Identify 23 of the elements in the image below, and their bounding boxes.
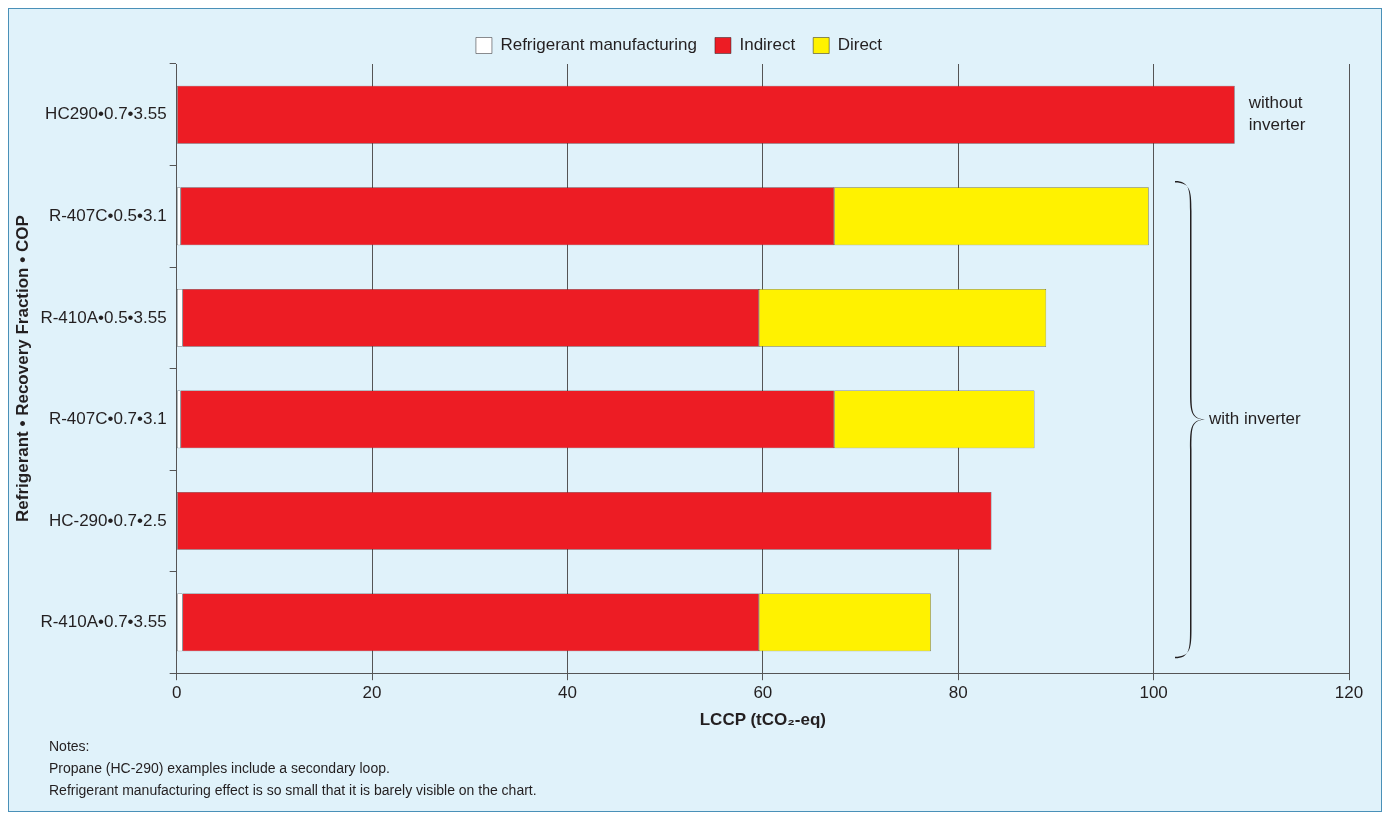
x-tick-label: 0 <box>171 683 182 703</box>
y-tick-label: R-407C•0.7•3.1 <box>48 409 167 429</box>
y-tick-label: R-410A•0.7•3.55 <box>40 612 167 632</box>
x-tick-label: 20 <box>362 683 382 703</box>
x-axis-title: LCCP (tCO₂-eq) <box>699 710 826 730</box>
x-tick-label: 120 <box>1334 683 1364 703</box>
y-tick-label: R-410A•0.5•3.55 <box>40 307 167 327</box>
text: Notes: <box>49 737 91 756</box>
annotation: with inverter <box>1208 409 1301 429</box>
legend-label: Direct <box>837 35 883 55</box>
x-tick-label: 80 <box>948 683 968 703</box>
x-tick-label: 100 <box>1139 683 1168 703</box>
text: Refrigerant manufacturing effect is so small that it is barely visible on the chart. <box>49 781 538 800</box>
legend-label: Refrigerant manufacturing <box>500 35 697 55</box>
text: Propane (HC-290) examples include a secondary loop. <box>49 759 391 778</box>
x-tick-label: 40 <box>557 683 577 703</box>
y-tick-label: R-407C•0.5•3.1 <box>48 205 167 225</box>
annotation: without inverter <box>1247 93 1306 135</box>
legend-label: Indirect <box>739 35 796 55</box>
x-tick-label: 60 <box>753 683 773 703</box>
y-axis-title: Refrigerant • Recovery Fraction • COP <box>12 215 32 522</box>
y-tick-label: HC-290•0.7•2.5 <box>48 510 167 530</box>
y-tick-label: HC290•0.7•3.55 <box>45 104 167 124</box>
